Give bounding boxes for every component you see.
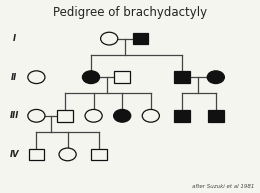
Circle shape bbox=[28, 71, 45, 84]
Bar bbox=[174, 71, 190, 83]
Circle shape bbox=[82, 71, 100, 84]
Bar bbox=[208, 110, 224, 122]
Circle shape bbox=[28, 109, 45, 122]
Text: II: II bbox=[11, 73, 17, 82]
Text: III: III bbox=[10, 111, 19, 120]
Bar bbox=[133, 33, 148, 44]
Text: after Suzuki et al 1981: after Suzuki et al 1981 bbox=[192, 184, 255, 189]
Bar bbox=[57, 110, 73, 122]
Bar bbox=[29, 149, 44, 160]
Circle shape bbox=[142, 109, 159, 122]
Circle shape bbox=[85, 109, 102, 122]
Text: IV: IV bbox=[9, 150, 19, 159]
Text: I: I bbox=[13, 34, 16, 43]
Bar bbox=[91, 149, 107, 160]
Circle shape bbox=[114, 109, 131, 122]
Circle shape bbox=[207, 71, 224, 84]
Text: Pedigree of brachydactyly: Pedigree of brachydactyly bbox=[53, 6, 207, 19]
Circle shape bbox=[101, 32, 118, 45]
Bar bbox=[114, 71, 130, 83]
Circle shape bbox=[59, 148, 76, 161]
Bar bbox=[174, 110, 190, 122]
